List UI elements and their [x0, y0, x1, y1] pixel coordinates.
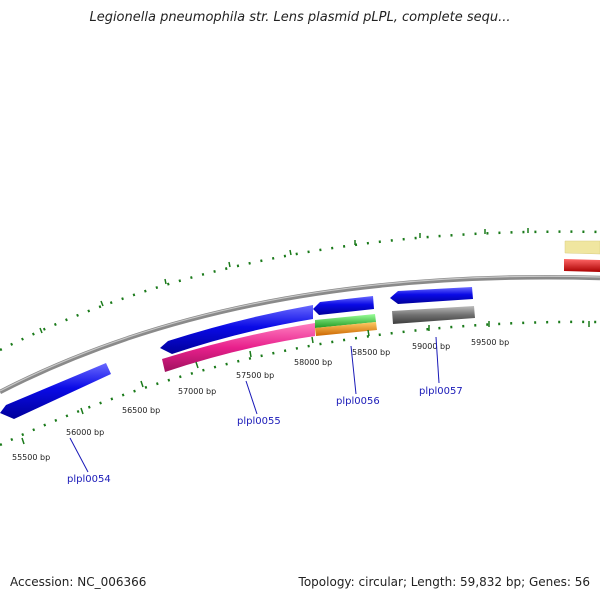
- accession-text: Accession: NC_006366: [10, 575, 147, 589]
- bp-label: 58500 bp: [352, 348, 390, 357]
- gene-label-plpl0056[interactable]: plpl0056: [336, 396, 380, 407]
- map-title: Legionella pneumophila str. Lens plasmid…: [89, 10, 511, 25]
- gene-label-plpl0054[interactable]: plpl0054: [67, 474, 111, 485]
- outer-tick-ring: [0, 228, 600, 352]
- bp-label: 58000 bp: [294, 358, 332, 367]
- feature-yellow[interactable]: [564, 240, 600, 255]
- bp-label: 59000 bp: [412, 342, 450, 351]
- feature-gray[interactable]: [392, 306, 475, 324]
- leader-line: [69, 437, 89, 473]
- bp-label: 57500 bp: [236, 371, 274, 380]
- bp-label: 57000 bp: [178, 387, 216, 396]
- gene-plpl0055[interactable]: [162, 323, 315, 372]
- bp-label: 56000 bp: [66, 428, 104, 437]
- rna-green[interactable]: [315, 314, 376, 328]
- rna-orange[interactable]: [315, 322, 377, 336]
- topology-text: Topology: circular; Length: 59,832 bp; G…: [298, 575, 590, 589]
- feature-red[interactable]: [564, 259, 600, 272]
- gene-label-plpl0055[interactable]: plpl0055: [237, 416, 281, 427]
- bp-label: 59500 bp: [471, 338, 509, 347]
- bp-label: 56500 bp: [122, 406, 160, 415]
- leader-line: [245, 380, 258, 415]
- cds-plpl0055[interactable]: [160, 305, 313, 354]
- cds-plpl0054[interactable]: [0, 363, 111, 419]
- cds-plpl0056[interactable]: [313, 296, 374, 315]
- bp-label: 55500 bp: [12, 453, 50, 462]
- leader-line: [435, 336, 440, 384]
- inner-tick-ring: [0, 320, 600, 447]
- gene-label-plpl0057[interactable]: plpl0057: [419, 386, 463, 397]
- leader-line: [350, 345, 357, 395]
- cds-plpl0057[interactable]: [390, 287, 473, 304]
- plasmid-backbone: [0, 275, 600, 394]
